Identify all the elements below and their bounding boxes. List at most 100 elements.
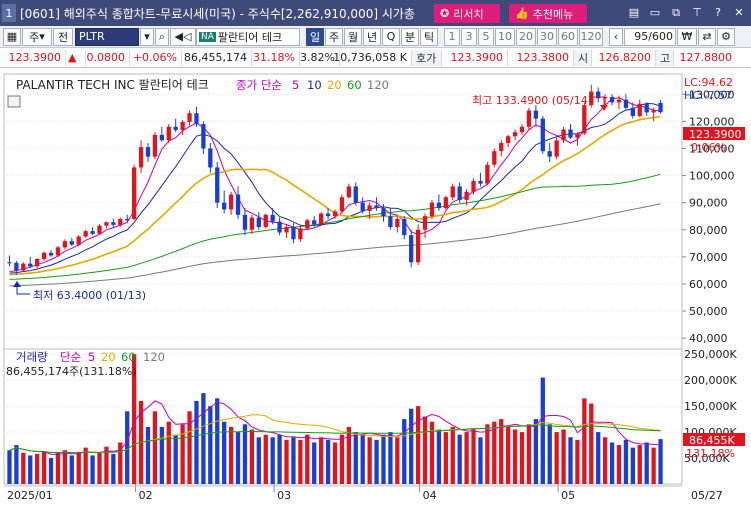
candle-body [360, 202, 365, 211]
volume-bar [69, 455, 74, 484]
hc-label: HC:-7.57 [684, 89, 732, 102]
search-icon[interactable]: ⌕ [155, 27, 169, 46]
candle-body [21, 263, 26, 271]
change-percent: +0.06% [130, 49, 182, 66]
maximize-icon[interactable]: ⧉ [672, 5, 680, 19]
period-year-tab[interactable]: 년 [363, 27, 381, 46]
settings-icon[interactable]: ⚙ [717, 27, 735, 46]
max-annotation-arrow [592, 96, 605, 108]
interval-10[interactable]: 10 [495, 27, 515, 46]
candle-body [651, 110, 656, 113]
link-icon[interactable]: ⇄ [698, 27, 716, 46]
interval-1[interactable]: 1 [444, 27, 460, 46]
interval-5[interactable]: 5 [478, 27, 494, 46]
bid-price: 123.3800 [508, 49, 574, 66]
volume-bar [533, 419, 539, 484]
volume-bar [436, 429, 442, 484]
volume-bar [83, 447, 88, 484]
fx-icon[interactable]: ₩ [677, 27, 697, 46]
volume-bar [367, 437, 372, 484]
volume-bar [298, 439, 303, 484]
volume-bar [145, 426, 151, 484]
volume-bar [526, 424, 532, 484]
interval-30[interactable]: 30 [537, 27, 557, 46]
code-input[interactable]: PLTR [75, 27, 139, 46]
type-select[interactable]: 전 [53, 27, 73, 46]
price-tick-label: 40,000 [689, 332, 728, 345]
ma-label: 종가 단순 [236, 78, 282, 92]
grid-toggle-icon[interactable] [7, 95, 21, 108]
interval-120[interactable]: 120 [579, 27, 603, 46]
period-week-tab[interactable]: 주 [325, 27, 343, 46]
volume-bar [125, 411, 130, 484]
candle-body [159, 134, 164, 141]
candle-body [582, 105, 587, 134]
stock-title-label: PALANTIR TECH INC 팔란티어 테크 [16, 78, 209, 92]
candle-body [194, 113, 199, 125]
ask-price: 123.3900 [442, 49, 508, 66]
ma-120-label: 120 [367, 78, 389, 92]
volume-bar [48, 458, 54, 484]
volume-bar [409, 408, 414, 484]
price-tick-label: 130,000 [689, 88, 735, 101]
period-day-tab[interactable]: 일 [306, 27, 324, 46]
pin-icon[interactable]: ⊤ [692, 6, 702, 19]
interval-20[interactable]: 20 [516, 27, 536, 46]
price-volume-chart[interactable]: 130,000 120,000 110,000 100,000 90,000 80,000… [0, 68, 751, 506]
layout-icon[interactable]: ▦ [3, 27, 21, 46]
candle-body [519, 126, 525, 133]
market-select[interactable]: 주 ▾ [22, 27, 52, 46]
volume-bar [159, 426, 164, 484]
x-tick-label: 04 [423, 489, 437, 502]
period-quarter-tab[interactable]: Q [382, 27, 400, 46]
volume-bar [395, 437, 400, 484]
volume-bar [478, 437, 483, 484]
code-dropdown-icon[interactable]: ▾ [140, 27, 154, 46]
recommend-menu-button[interactable]: 👍 추천메뉴 [509, 4, 587, 23]
candle-body [485, 164, 490, 184]
period-month-tab[interactable]: 월 [344, 27, 362, 46]
candle-body [228, 194, 234, 210]
volume-bar [242, 424, 248, 484]
candle-body [499, 143, 504, 152]
volume-bar [28, 455, 33, 484]
candle-body [388, 216, 393, 228]
candle-body [208, 148, 213, 168]
volume-bar [388, 432, 393, 484]
volume-bar [651, 447, 656, 484]
current-price: 123.3900 [0, 49, 66, 66]
volume-bar [339, 434, 345, 484]
volume-bar [568, 437, 573, 484]
speaker-icon[interactable]: ◀◁ [170, 27, 196, 46]
minimize-icon[interactable]: ▭ [649, 6, 661, 19]
candle-body [443, 197, 448, 209]
interval-3[interactable]: 3 [461, 27, 477, 46]
research-button[interactable]: ✪ 리서치 [434, 4, 500, 23]
help-icon[interactable]: ? [715, 6, 721, 19]
candle-body [35, 259, 40, 267]
candle-body [429, 202, 435, 217]
candle-body [284, 227, 289, 233]
vol-ma-5-label: 5 [88, 350, 95, 364]
stock-name-field: NA 팔란티어 테크 [196, 27, 300, 46]
volume-bar [325, 439, 331, 484]
volume-bar [201, 393, 206, 484]
close-icon[interactable]: ✕ [734, 6, 744, 19]
period-tick-tab[interactable]: 틱 [420, 27, 438, 46]
interval-60[interactable]: 60 [558, 27, 578, 46]
volume-bar [228, 426, 234, 484]
candle-body [561, 129, 566, 141]
screen-number: 1 [2, 4, 16, 22]
candle-body [138, 147, 144, 168]
candle-body [111, 222, 116, 225]
count-input[interactable]: 95/600 [624, 27, 676, 46]
window-list-icon[interactable]: ▤ [628, 6, 640, 19]
price-tick-label: 70,000 [689, 251, 728, 264]
scroll-left-icon[interactable]: ‹ [609, 27, 623, 46]
candle-body [471, 180, 476, 192]
candle-body [602, 96, 608, 99]
candle-body [180, 121, 185, 131]
price-tick-label: 90,000 [689, 197, 728, 210]
candle-body [270, 214, 275, 222]
period-minute-tab[interactable]: 분 [401, 27, 419, 46]
